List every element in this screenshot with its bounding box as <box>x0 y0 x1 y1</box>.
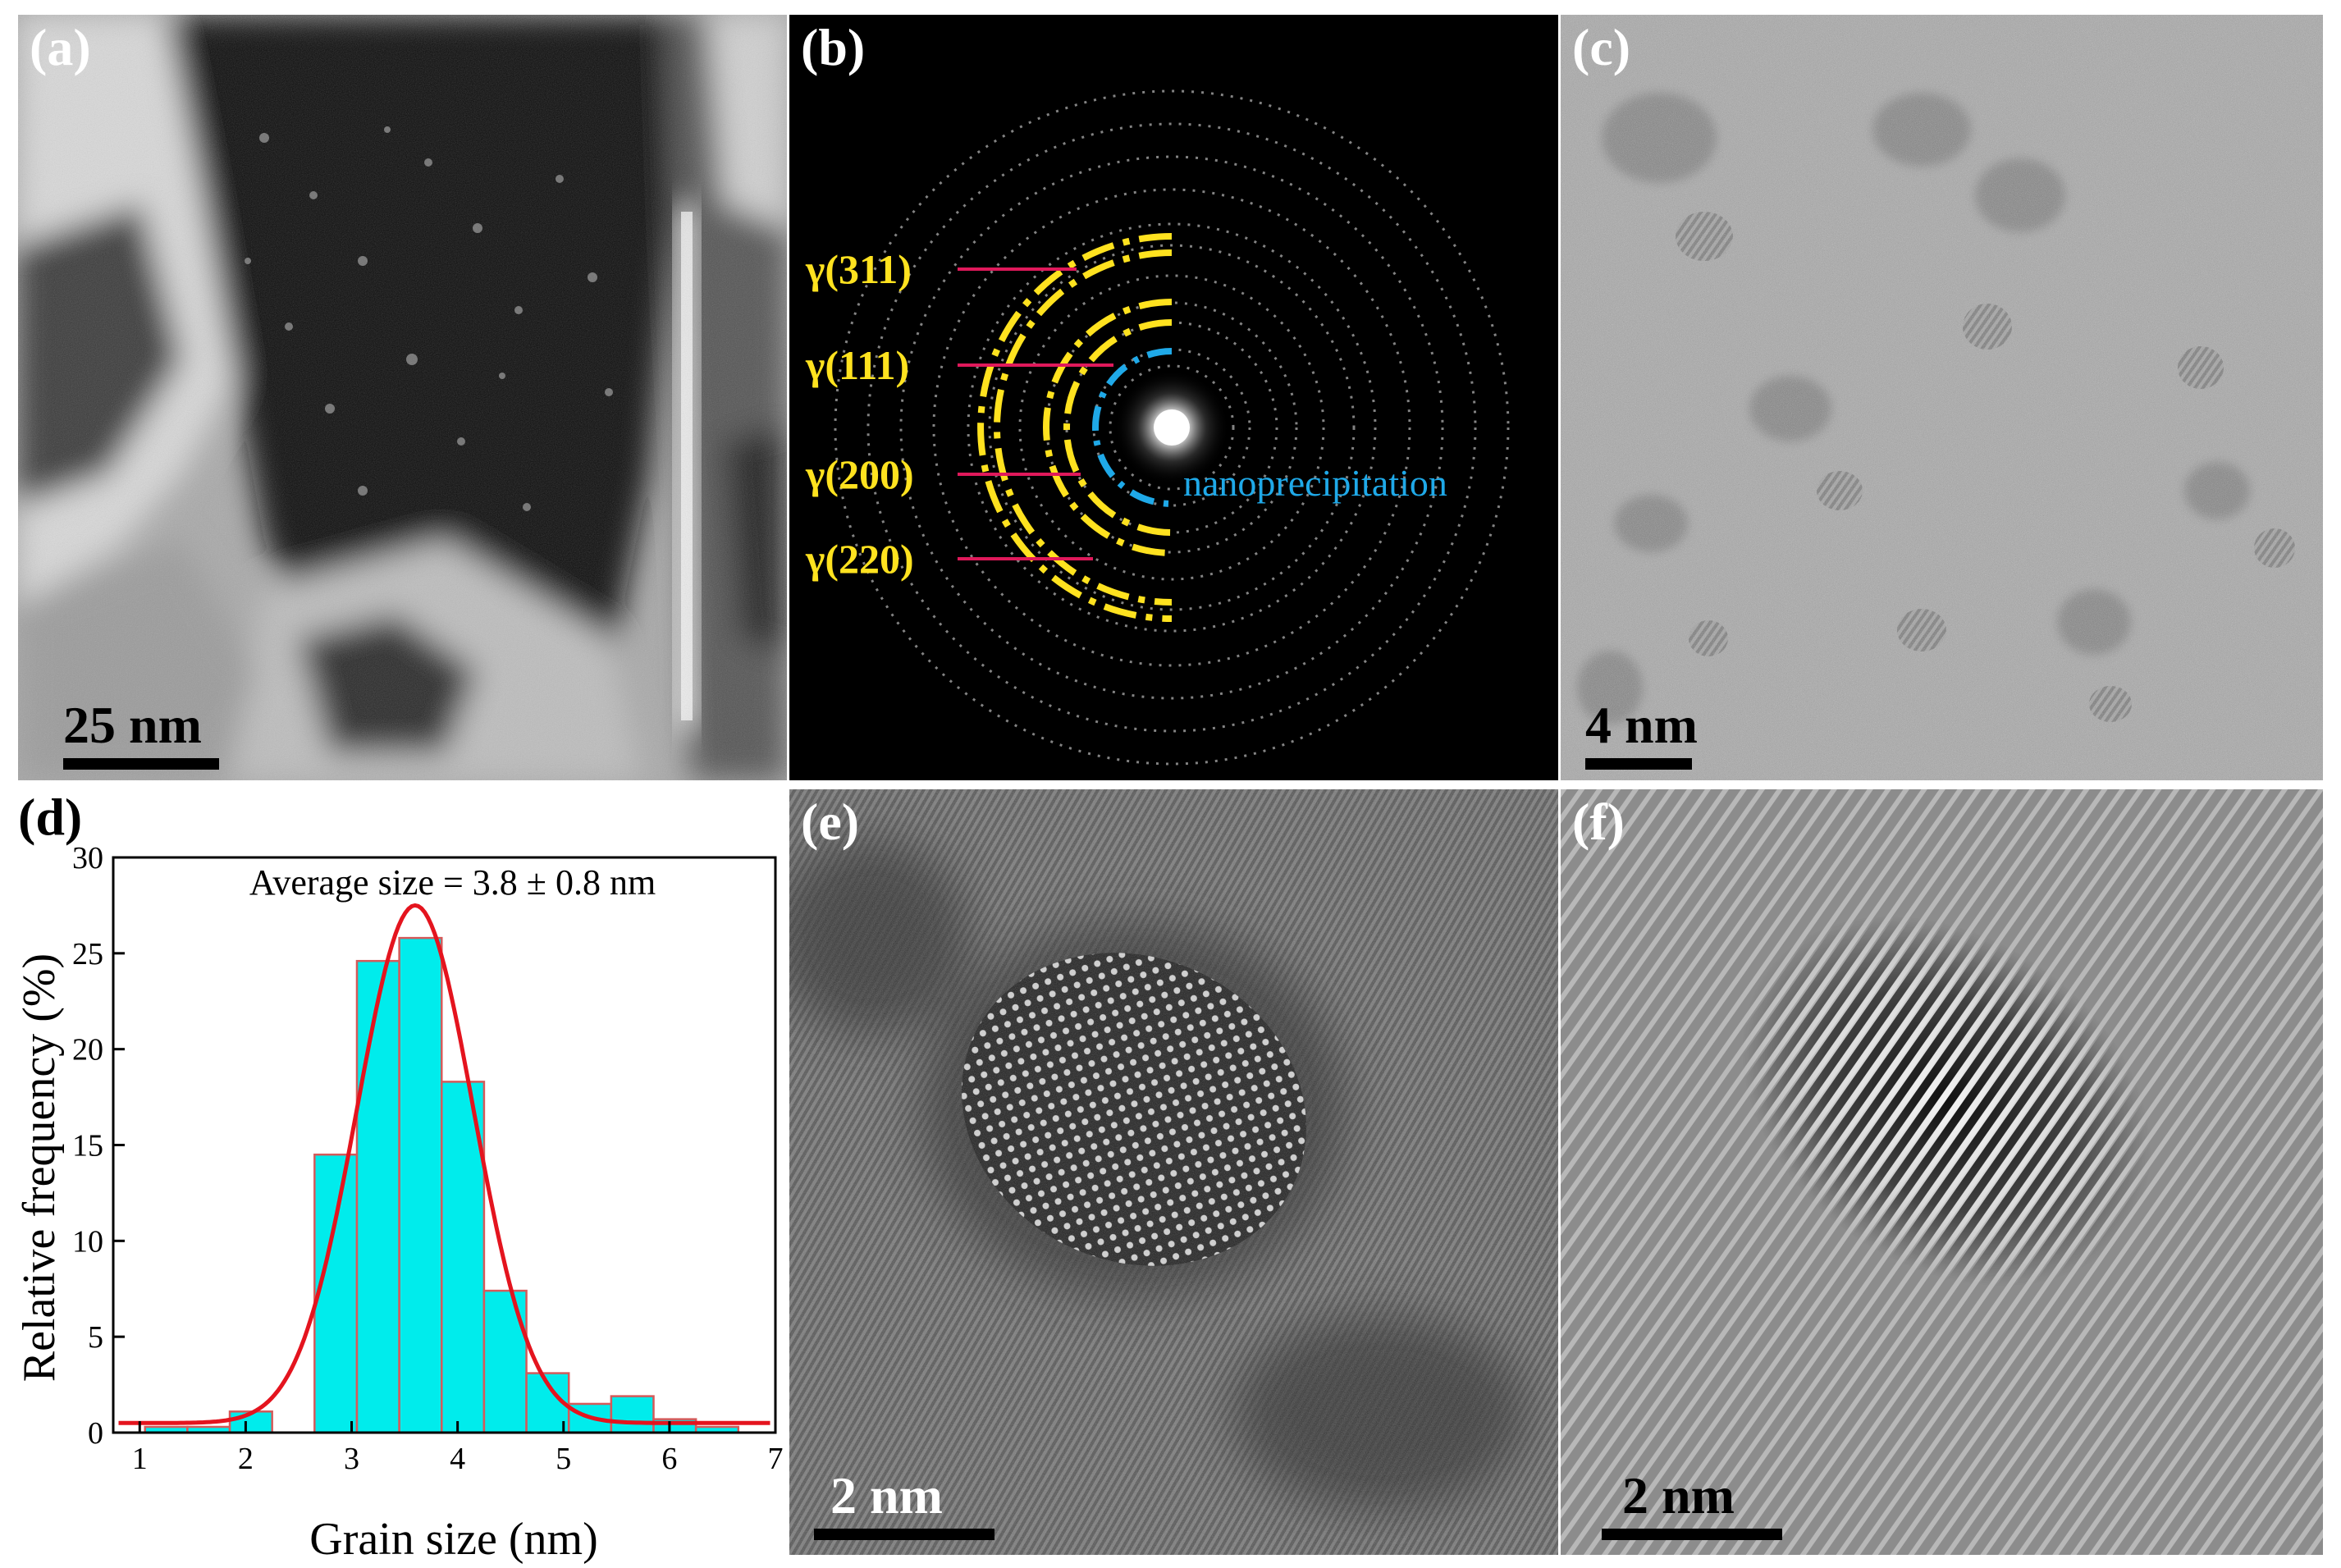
panel-b: (b) γ(311) γ(111) γ(200) γ(220) nanoprec… <box>789 15 1558 780</box>
y-tick-label: 30 <box>72 841 103 875</box>
y-tick-label: 25 <box>72 937 103 971</box>
scale-bar-f-text: 2 nm <box>1622 1466 1735 1525</box>
x-tick-label: 1 <box>132 1442 148 1476</box>
scale-bar-a-line <box>63 758 219 770</box>
histogram-bar <box>610 1395 655 1434</box>
panel-label-d: (d) <box>18 788 83 846</box>
ring-label-111: γ(111) <box>806 342 910 388</box>
panel-label-b: (b) <box>801 18 866 76</box>
scale-bar-e-line <box>814 1529 994 1540</box>
x-axis-title: Grain size (nm) <box>309 1514 598 1565</box>
scale-bar-e: 2 nm <box>814 1458 994 1540</box>
panel-label-a: (a) <box>30 18 91 76</box>
panel-c-micrograph <box>1561 15 2323 780</box>
scale-bar-f: 2 nm <box>1602 1458 1782 1540</box>
panel-e-micrograph <box>789 789 1558 1555</box>
panel-a-micrograph <box>18 15 787 780</box>
panel-b-diffraction <box>834 89 1510 766</box>
histogram-bar <box>355 959 400 1434</box>
panel-label-c: (c) <box>1572 18 1631 76</box>
chart-title: Average size = 3.8 ± 0.8 nm <box>249 862 656 903</box>
nanoprecipitation-label: nanoprecipitation <box>1183 462 1447 504</box>
x-tick-label: 6 <box>661 1442 677 1476</box>
histogram-chart: 1 2 3 4 5 6 7 0 5 10 15 20 25 30 Average size = 3.8 ± … <box>72 841 784 1476</box>
scale-bar-c: 4 nm <box>1585 688 1698 770</box>
histogram-bar <box>441 1081 486 1434</box>
panel-f: (f) 2 nm <box>1561 789 2323 1555</box>
gaussian-fit-line <box>118 903 770 1425</box>
panel-c: (c) 4 nm <box>1561 15 2323 780</box>
x-tick-label: 2 <box>238 1442 254 1476</box>
scale-bar-c-line <box>1585 758 1692 770</box>
ring-label-200: γ(200) <box>806 451 914 497</box>
x-tick-label: 7 <box>768 1442 784 1476</box>
scale-bar-e-text: 2 nm <box>830 1466 943 1525</box>
histogram-bar <box>482 1289 528 1434</box>
panel-d: (d) 1 2 3 4 5 6 7 0 5 10 15 20 25 30 Average size = 3.… <box>0 788 788 1568</box>
ring-label-311: γ(311) <box>806 246 912 292</box>
histogram-bar <box>398 936 443 1434</box>
x-tick-label: 4 <box>450 1442 465 1476</box>
y-tick-label: 10 <box>72 1224 103 1259</box>
y-tick-label: 20 <box>72 1033 103 1067</box>
panel-label-e: (e) <box>801 793 860 851</box>
panel-a: (a) 25 nm <box>18 15 787 780</box>
scale-bar-f-line <box>1602 1529 1782 1540</box>
histogram-bar <box>313 1153 359 1434</box>
ring-label-220: γ(220) <box>806 536 914 582</box>
x-tick-label: 3 <box>344 1442 359 1476</box>
scale-bar-a: 25 nm <box>63 688 219 770</box>
scale-bar-c-text: 4 nm <box>1585 696 1698 754</box>
y-axis-title: Relative frequency (%) <box>14 953 65 1383</box>
y-tick-label: 15 <box>72 1129 103 1163</box>
x-tick-label: 5 <box>556 1442 571 1476</box>
panel-f-ifft <box>1561 789 2323 1555</box>
y-tick-label: 0 <box>88 1416 103 1451</box>
panel-label-f: (f) <box>1572 793 1625 851</box>
scale-bar-a-text: 25 nm <box>63 696 202 754</box>
y-tick-label: 5 <box>88 1320 103 1355</box>
panel-e: (e) 2 nm <box>789 789 1558 1555</box>
